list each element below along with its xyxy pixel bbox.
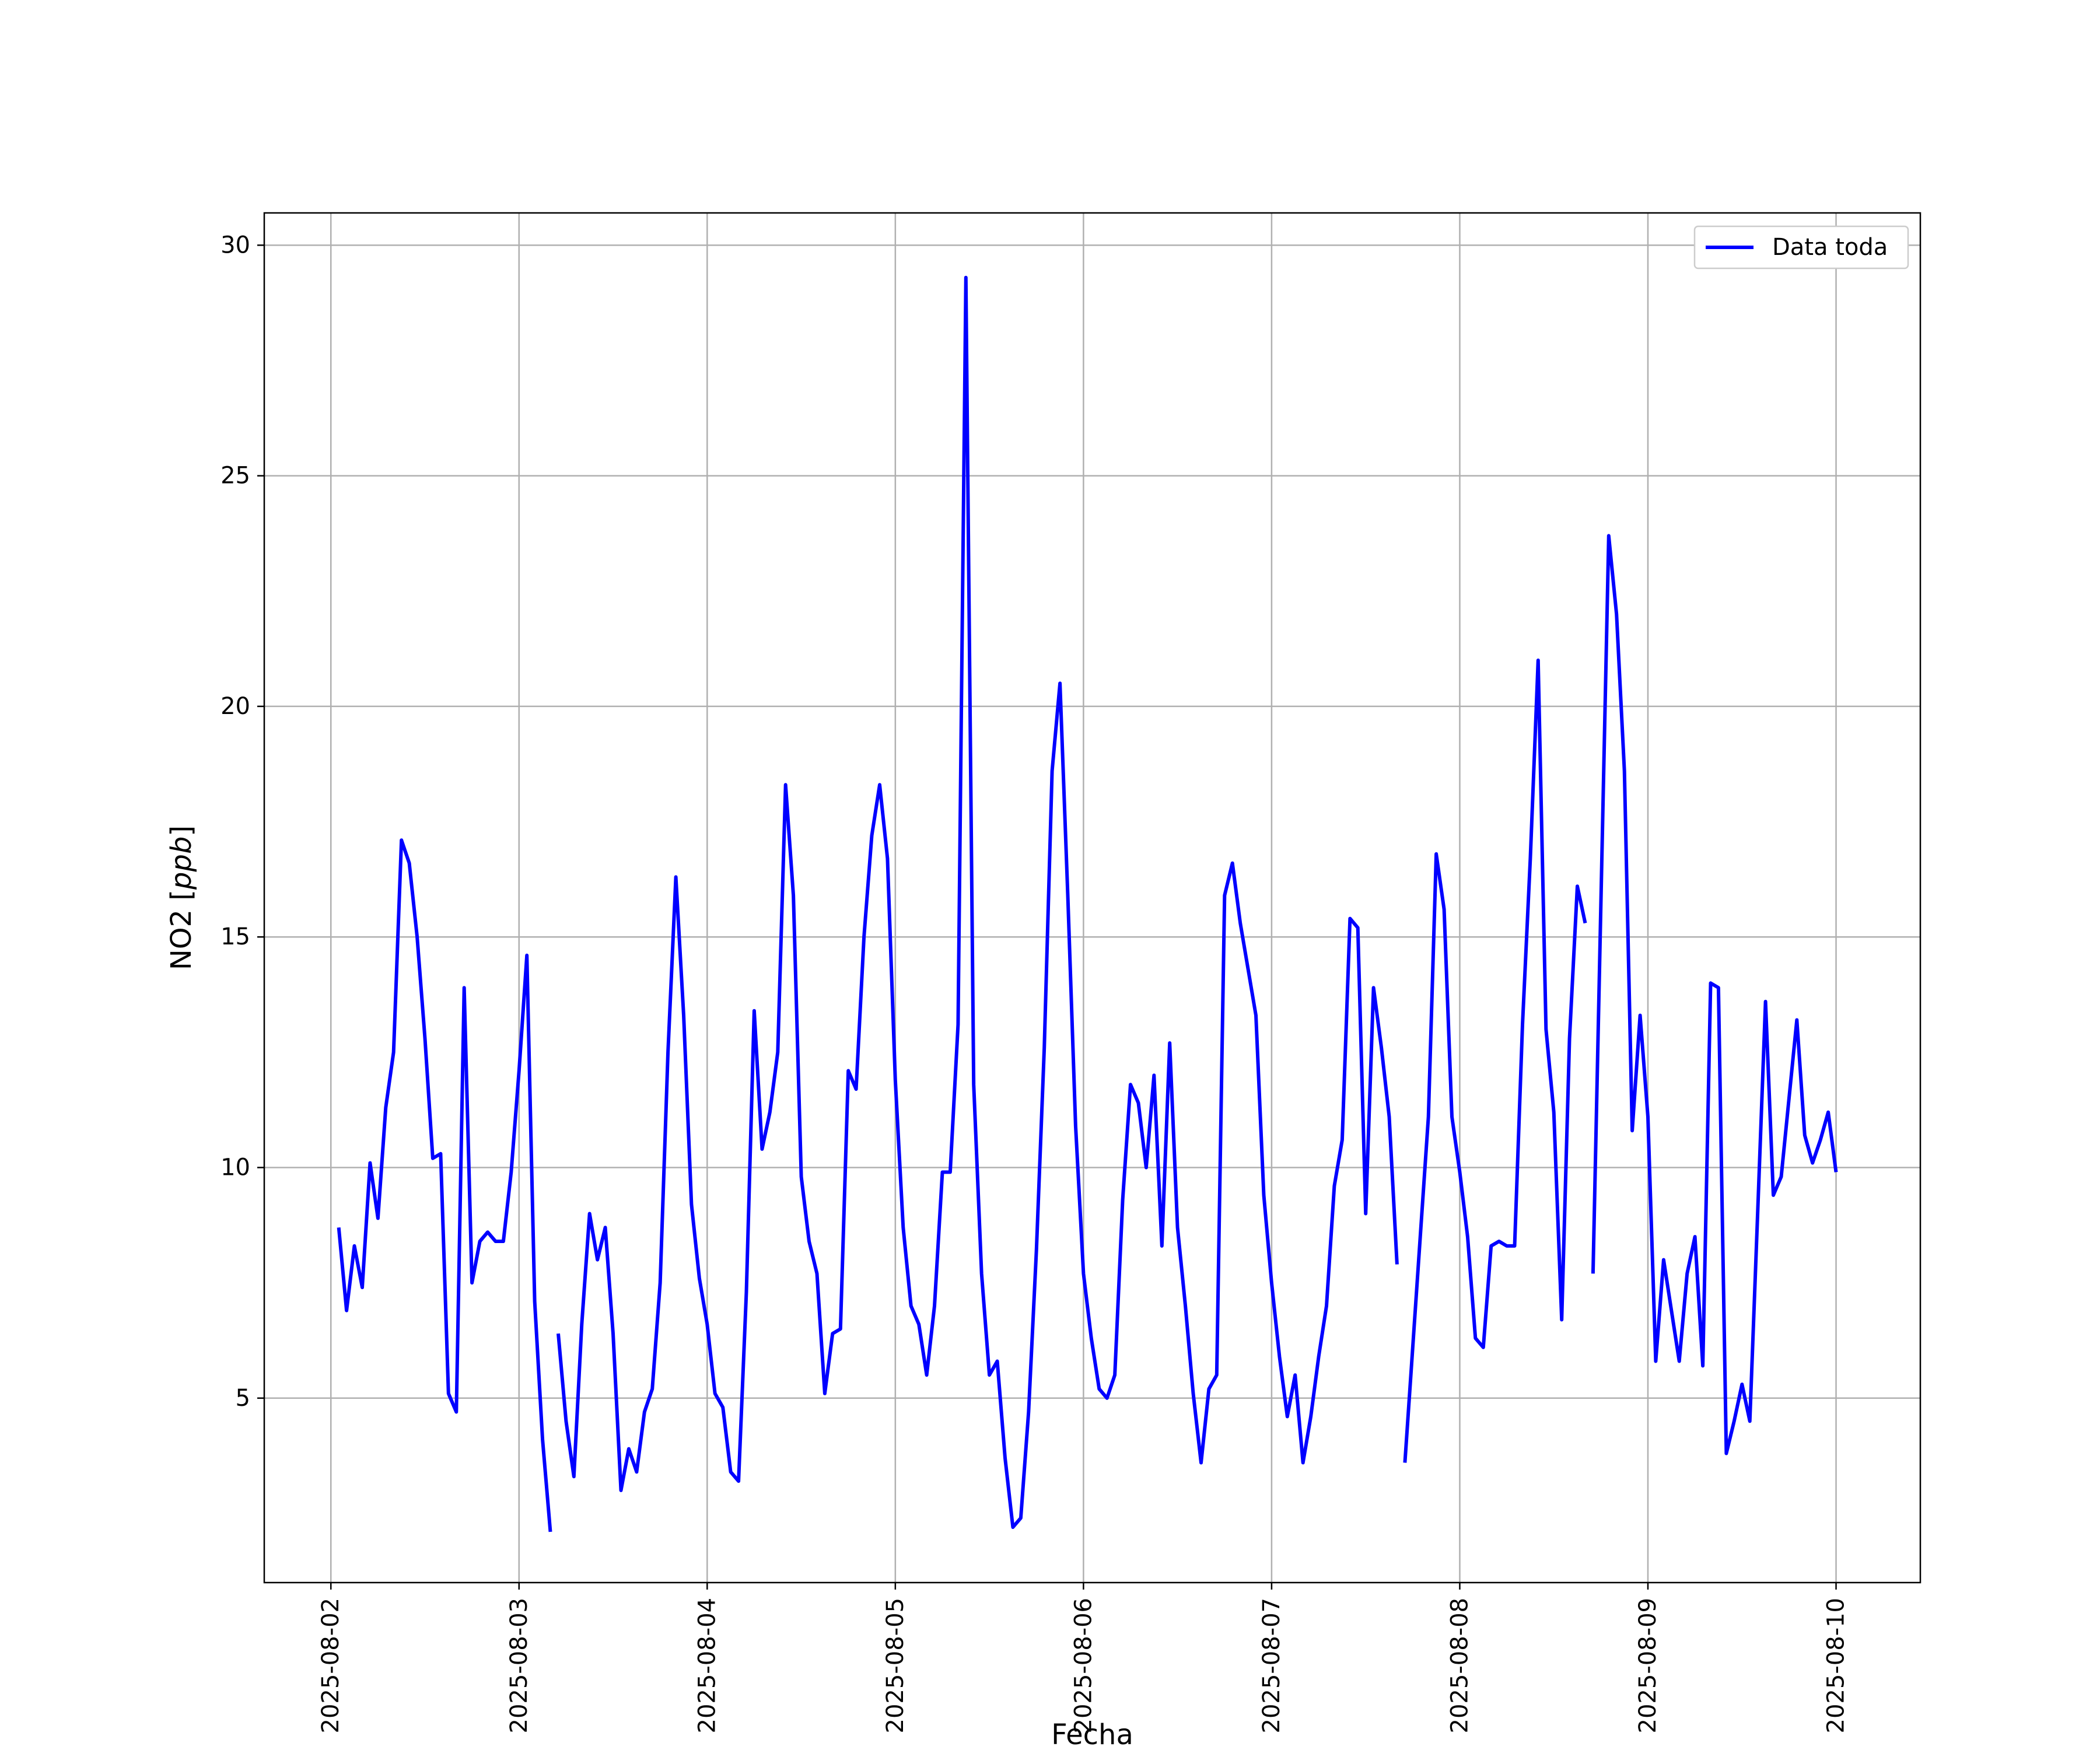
x-tick-label: 2025-08-07 — [1258, 1598, 1285, 1733]
y-axis-label: NO2 [ppb] — [165, 825, 198, 970]
y-tick-label: 25 — [220, 463, 250, 489]
y-tick-label: 10 — [220, 1154, 250, 1181]
x-axis-label: Fecha — [1051, 1718, 1133, 1750]
y-tick-label: 5 — [236, 1385, 250, 1412]
y-tick-label: 30 — [220, 232, 250, 258]
x-tick-label: 2025-08-05 — [882, 1598, 909, 1733]
x-tick-label: 2025-08-02 — [317, 1598, 344, 1733]
x-tick-label: 2025-08-06 — [1070, 1598, 1097, 1733]
x-tick-label: 2025-08-09 — [1634, 1598, 1661, 1733]
y-axis-label-group: NO2 [ppb] — [165, 825, 198, 970]
x-tick-label: 2025-08-10 — [1823, 1598, 1850, 1733]
x-tick-label: 2025-08-08 — [1446, 1598, 1473, 1733]
x-tick-label: 2025-08-03 — [506, 1598, 533, 1733]
x-tick-label: 2025-08-04 — [694, 1598, 720, 1733]
legend-label: Data toda — [1772, 234, 1888, 261]
legend: Data toda — [1695, 226, 1908, 268]
y-tick-label: 15 — [220, 923, 250, 950]
y-tick-label: 20 — [220, 693, 250, 720]
